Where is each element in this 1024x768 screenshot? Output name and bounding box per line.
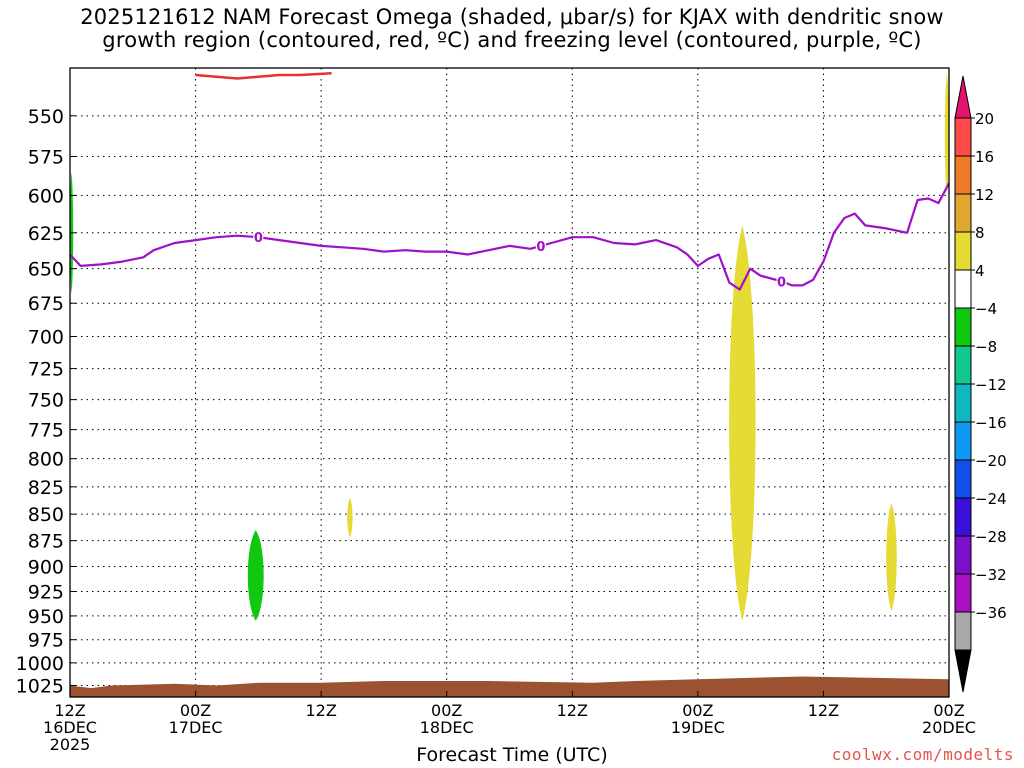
x-tick-label-7-0: 00Z [933, 701, 964, 720]
colorbar-swatch-11 [954, 535, 972, 575]
contour-lines: 0 0 0 [69, 71, 950, 291]
x-tick-label-1-1: 17DEC [169, 718, 223, 737]
colorbar-label-2: 12 [975, 186, 994, 204]
y-tick-label-775: 775 [28, 420, 64, 442]
colorbar-label-4: 4 [975, 262, 985, 280]
y-axis: 550 575 600 625 650 675 700 725 750 775 800 825 850 8… [16, 106, 76, 697]
colorbar-swatch-1 [954, 155, 972, 195]
colorbar-label-7: −12 [975, 376, 1007, 394]
y-tick-label-600: 600 [28, 185, 64, 207]
x-tick-label-7-1: 20DEC [922, 718, 976, 737]
colorbar-swatch-0 [954, 117, 972, 157]
freezing-level-label-0: 0 [254, 231, 263, 246]
x-tick-label-0-2: 2025 [50, 735, 91, 754]
colorbar-label-12: −32 [975, 566, 1007, 584]
colorbar-swatch-13 [954, 611, 972, 651]
colorbar-label-8: −16 [975, 414, 1007, 432]
colorbar-under-triangle [954, 649, 972, 693]
freezing-level-label-bg-1 [535, 238, 546, 253]
colorbar-swatch-2 [954, 193, 972, 233]
y-tick-label-625: 625 [28, 223, 64, 245]
colorbar-over-triangle [954, 75, 972, 119]
y-tick-label-750: 750 [28, 390, 64, 412]
colorbar-swatch-7 [954, 383, 972, 423]
y-tick-label-1025: 1025 [16, 675, 64, 697]
freezing-level-line [69, 182, 950, 291]
x-tick-label-5-0: 00Z [682, 701, 713, 720]
omega-region-4 [886, 503, 897, 612]
colorbar-label-6: −8 [975, 338, 997, 356]
x-tick-label-6-0: 12Z [808, 701, 839, 720]
colorbar-label-11: −28 [975, 528, 1007, 546]
colorbar-label-0: 20 [975, 110, 994, 128]
omega-region-2 [347, 497, 353, 538]
y-tick-label-850: 850 [28, 504, 64, 526]
colorbar-swatch-3 [954, 231, 972, 271]
freezing-level-label-bg-0 [253, 230, 264, 245]
x-tick-label-4-0: 12Z [557, 701, 588, 720]
colorbar-label-3: 8 [975, 224, 985, 242]
colorbar-label-5: −4 [975, 300, 997, 318]
colorbar: 20 16 12 8 4 −4 −8 −12 −16 −20 −24 −28 −32 −36 [954, 75, 1007, 693]
chart-title-line2: growth region (contoured, red, ºC) and f… [102, 28, 922, 52]
freezing-level-label-1: 0 [536, 240, 545, 255]
y-tick-label-675: 675 [28, 293, 64, 315]
colorbar-swatch-4 [954, 269, 972, 309]
x-tick-label-3-1: 18DEC [420, 718, 474, 737]
surface-ground [70, 676, 949, 697]
freezing-level-label-bg-2 [776, 274, 787, 289]
y-tick-label-925: 925 [28, 582, 64, 604]
freezing-level-label-2: 0 [777, 275, 786, 290]
x-tick-label-0-1: 16DEC [43, 718, 97, 737]
chart-title: 2025121612 NAM Forecast Omega (shaded, μ… [0, 6, 1024, 52]
x-tick-label-5-1: 19DEC [671, 718, 725, 737]
y-tick-label-725: 725 [28, 359, 64, 381]
colorbar-label-9: −20 [975, 452, 1007, 470]
x-axis-title: Forecast Time (UTC) [416, 744, 608, 766]
y-tick-label-800: 800 [28, 449, 64, 471]
colorbar-swatch-12 [954, 573, 972, 613]
colorbar-swatch-10 [954, 497, 972, 537]
y-tick-label-1000: 1000 [16, 653, 64, 675]
x-tick-label-2-0: 12Z [305, 701, 336, 720]
omega-region-1 [247, 530, 264, 621]
x-tick-label-3-0: 00Z [431, 701, 462, 720]
colorbar-swatch-6 [954, 345, 972, 385]
y-tick-label-950: 950 [28, 606, 64, 628]
dendritic-contour-line [195, 71, 332, 80]
grid-lines [70, 68, 949, 697]
colorbar-label-10: −24 [975, 490, 1007, 508]
omega-regions [69, 73, 950, 621]
y-tick-label-900: 900 [28, 556, 64, 578]
chart-title-line1: 2025121612 NAM Forecast Omega (shaded, μ… [80, 5, 944, 29]
y-tick-label-575: 575 [28, 146, 64, 168]
omega-region-5 [944, 73, 950, 196]
y-tick-label-550: 550 [28, 106, 64, 128]
colorbar-label-1: 16 [975, 148, 994, 166]
x-tick-label-0-0: 12Z [54, 701, 85, 720]
colorbar-swatch-9 [954, 459, 972, 499]
x-tick-label-1-0: 00Z [180, 701, 211, 720]
credit-text: coolwx.com/modelts [831, 745, 1014, 764]
y-tick-label-700: 700 [28, 326, 64, 348]
surface-layer [70, 676, 949, 697]
y-tick-label-650: 650 [28, 259, 64, 281]
colorbar-label-13: −36 [975, 604, 1007, 622]
colorbar-swatch-8 [954, 421, 972, 461]
y-tick-label-875: 875 [28, 531, 64, 553]
omega-region-3 [729, 225, 756, 621]
y-tick-label-975: 975 [28, 630, 64, 652]
plot-frame [69, 67, 950, 698]
y-tick-label-825: 825 [28, 477, 64, 499]
colorbar-swatch-5 [954, 307, 972, 347]
